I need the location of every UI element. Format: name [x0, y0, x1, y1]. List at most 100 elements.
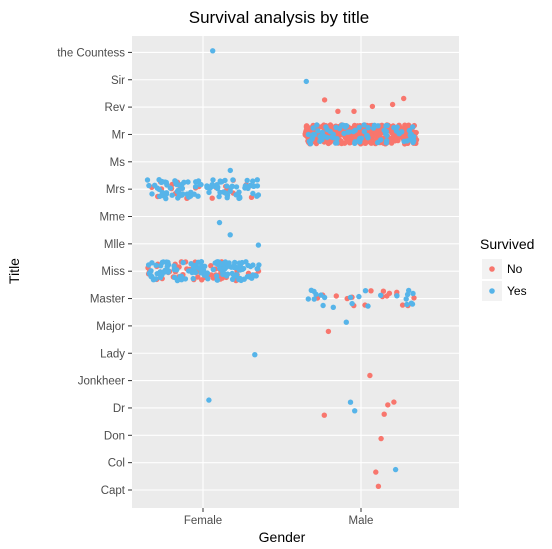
data-point-yes	[149, 191, 155, 197]
data-point-yes	[236, 267, 243, 273]
data-point-yes	[146, 182, 152, 189]
data-point-yes	[210, 177, 216, 183]
data-point-yes	[193, 179, 199, 185]
y-tick-label: Don	[104, 430, 125, 442]
data-point-no	[208, 263, 214, 269]
y-tick-label: Rev	[105, 102, 126, 114]
data-point-no	[375, 483, 382, 489]
data-point-yes	[215, 261, 221, 268]
data-point-no	[345, 138, 351, 144]
data-point-yes	[411, 138, 417, 144]
data-point-no	[321, 412, 327, 418]
y-tick-label: Sir	[111, 75, 125, 87]
data-point-no	[368, 140, 374, 146]
data-point-yes	[252, 352, 258, 358]
data-point-yes	[230, 177, 236, 183]
legend: Survived No Yes	[480, 236, 534, 301]
data-point-yes	[233, 184, 240, 190]
data-point-yes	[192, 262, 198, 269]
data-point-yes	[303, 78, 309, 85]
data-point-yes	[163, 179, 169, 186]
y-tick-label: Col	[108, 458, 125, 470]
data-point-yes	[173, 179, 179, 185]
data-point-yes	[231, 264, 237, 271]
data-point-yes	[408, 131, 414, 137]
data-point-yes	[315, 128, 321, 134]
data-point-yes	[216, 219, 223, 226]
data-point-yes	[219, 179, 225, 185]
data-point-yes	[175, 195, 181, 201]
y-tick-label: Dr	[113, 403, 125, 415]
data-point-yes	[214, 273, 220, 279]
data-points	[144, 48, 420, 489]
data-point-yes	[410, 124, 416, 130]
data-point-yes	[408, 300, 415, 306]
data-point-yes	[180, 191, 186, 197]
data-point-yes	[323, 124, 329, 130]
data-point-no	[399, 302, 406, 308]
data-point-yes	[244, 273, 251, 280]
legend-label-no: No	[507, 262, 523, 276]
data-point-no	[391, 399, 397, 405]
data-point-yes	[236, 260, 242, 266]
data-point-yes	[167, 185, 173, 191]
data-point-yes	[356, 124, 362, 131]
data-point-yes	[206, 397, 212, 403]
data-point-yes	[327, 128, 333, 135]
x-axis-title: Gender	[259, 529, 306, 545]
data-point-yes	[190, 275, 196, 282]
x-tick-label: Male	[349, 515, 374, 527]
data-point-yes	[205, 276, 211, 282]
data-point-yes	[364, 132, 370, 139]
chart-title: Survival analysis by title	[189, 8, 369, 27]
data-point-yes	[317, 138, 323, 144]
data-point-yes	[250, 190, 256, 197]
data-point-yes	[396, 131, 402, 137]
y-tick-label: Mlle	[104, 239, 125, 251]
data-point-no	[389, 101, 396, 108]
legend-label-yes: Yes	[507, 284, 527, 298]
data-point-no	[327, 122, 334, 128]
data-point-yes	[250, 262, 256, 268]
data-point-yes	[305, 296, 311, 302]
data-point-yes	[222, 190, 229, 196]
data-point-yes	[347, 294, 354, 301]
data-point-no	[373, 130, 379, 136]
data-point-yes	[352, 408, 358, 414]
data-point-yes	[237, 195, 243, 201]
data-point-yes	[361, 128, 367, 135]
data-point-no	[381, 411, 387, 417]
data-point-yes	[365, 303, 371, 309]
data-point-yes	[174, 267, 180, 273]
data-point-no	[386, 290, 393, 296]
data-point-yes	[347, 399, 354, 405]
data-point-no	[377, 132, 383, 138]
data-point-yes	[410, 290, 416, 297]
data-point-yes	[250, 178, 256, 184]
data-point-no	[333, 293, 339, 299]
data-point-yes	[345, 129, 351, 135]
data-point-yes	[324, 134, 330, 141]
data-point-yes	[404, 291, 411, 298]
data-point-yes	[236, 189, 242, 195]
y-tick-label: the Countess	[57, 47, 125, 59]
data-point-yes	[229, 183, 235, 190]
data-point-yes	[352, 139, 358, 145]
data-point-yes	[330, 304, 336, 310]
data-point-yes	[356, 293, 362, 300]
data-point-yes	[186, 268, 192, 274]
data-point-yes	[150, 277, 157, 283]
data-point-yes	[185, 179, 191, 185]
data-point-yes	[206, 189, 212, 196]
data-point-yes	[171, 263, 177, 269]
data-point-yes	[254, 193, 260, 199]
data-point-yes	[350, 128, 357, 135]
legend-title: Survived	[480, 236, 534, 252]
data-point-yes	[255, 242, 262, 248]
data-point-no	[351, 108, 357, 115]
data-point-no	[368, 288, 374, 294]
data-point-yes	[310, 125, 316, 131]
data-point-no	[321, 97, 328, 103]
x-tick-label: Female	[184, 515, 222, 527]
